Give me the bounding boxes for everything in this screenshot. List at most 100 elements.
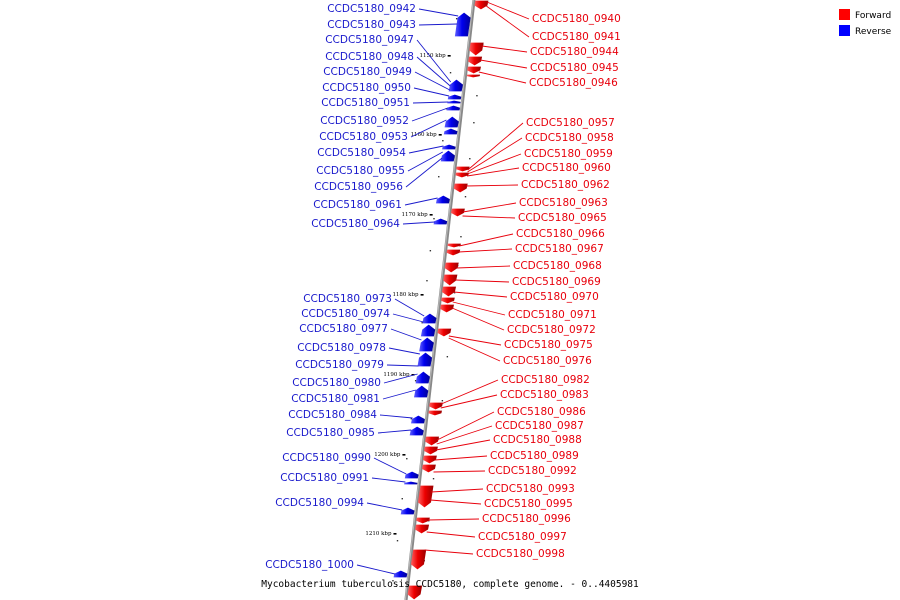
genome-backbone bbox=[404, 0, 476, 600]
reverse-gene-label: CCDC5180_0991 bbox=[280, 472, 369, 484]
sequence-dot bbox=[476, 95, 478, 97]
reverse-leader-line bbox=[373, 457, 407, 475]
forward-gene-label: CCDC5180_0963 bbox=[519, 197, 608, 209]
reverse-gene-label: CCDC5180_0942 bbox=[327, 3, 416, 15]
forward-gene-label: CCDC5180_0987 bbox=[495, 420, 584, 432]
forward-gene-label: CCDC5180_0972 bbox=[507, 324, 596, 336]
forward-gene-label: CCDC5180_0967 bbox=[515, 243, 604, 255]
reverse-leader-line bbox=[408, 145, 444, 154]
forward-leader-line bbox=[462, 215, 516, 219]
forward-leader-line bbox=[486, 5, 530, 38]
reverse-gene-arrow bbox=[404, 481, 418, 485]
forward-gene-label: CCDC5180_0982 bbox=[501, 374, 590, 386]
forward-leader-line bbox=[467, 153, 522, 175]
forward-gene-label: CCDC5180_0996 bbox=[482, 513, 571, 525]
forward-leader-line bbox=[441, 379, 499, 405]
forward-gene-arrow bbox=[453, 183, 468, 193]
reverse-gene-arrow bbox=[448, 79, 463, 92]
reverse-gene-label: CCDC5180_0949 bbox=[323, 66, 412, 78]
forward-gene-arrow bbox=[422, 455, 437, 464]
reverse-leader-line bbox=[410, 119, 447, 138]
reverse-gene-label: CCDC5180_0956 bbox=[314, 181, 403, 193]
forward-leader-line bbox=[448, 337, 501, 362]
forward-gene-arrow bbox=[466, 74, 481, 78]
forward-leader-line bbox=[455, 279, 510, 283]
reverse-gene-arrow bbox=[447, 94, 462, 100]
reverse-leader-line bbox=[418, 8, 459, 17]
legend-forward-label: Forward bbox=[855, 11, 891, 21]
sequence-dot bbox=[406, 458, 408, 460]
forward-gene-arrow bbox=[428, 410, 442, 416]
forward-gene-arrow bbox=[410, 549, 427, 570]
reverse-gene-arrow bbox=[422, 313, 437, 324]
scale-tick-label: 1190 kbp bbox=[383, 372, 410, 378]
reverse-gene-arrow bbox=[400, 507, 415, 515]
forward-gene-label: CCDC5180_0959 bbox=[524, 148, 613, 160]
forward-gene-label: CCDC5180_0993 bbox=[486, 483, 575, 495]
reverse-leader-line bbox=[404, 197, 438, 206]
scale-tick-mark bbox=[438, 134, 442, 136]
forward-gene-label: CCDC5180_0989 bbox=[490, 450, 579, 462]
forward-gene-label: CCDC5180_0983 bbox=[500, 389, 589, 401]
reverse-leader-line bbox=[392, 313, 424, 323]
forward-gene-label: CCDC5180_0958 bbox=[525, 132, 614, 144]
forward-gene-label: CCDC5180_0971 bbox=[508, 309, 597, 321]
reverse-leader-line bbox=[416, 39, 452, 83]
reverse-gene-arrow bbox=[411, 415, 425, 424]
forward-gene-label: CCDC5180_0995 bbox=[484, 498, 573, 510]
forward-gene-label: CCDC5180_0966 bbox=[516, 228, 605, 240]
forward-leader-line bbox=[428, 518, 480, 521]
forward-gene-label: CCDC5180_0957 bbox=[526, 117, 615, 129]
forward-leader-line bbox=[459, 233, 514, 247]
sequence-dot bbox=[410, 418, 413, 420]
reverse-leader-line bbox=[412, 101, 449, 104]
forward-gene-arrow bbox=[429, 402, 443, 410]
reverse-gene-label: CCDC5180_0943 bbox=[327, 19, 416, 31]
sequence-dot bbox=[442, 140, 444, 142]
forward-gene-arrow bbox=[450, 208, 465, 217]
reverse-gene-arrow bbox=[409, 426, 424, 436]
reverse-gene-label: CCDC5180_0955 bbox=[316, 165, 405, 177]
forward-leader-line bbox=[458, 248, 513, 253]
reverse-gene-label: CCDC5180_0977 bbox=[299, 323, 388, 335]
forward-gene-arrow bbox=[455, 172, 469, 178]
forward-gene-arrow bbox=[407, 585, 423, 600]
scale-tick-label: 1210 kbp bbox=[365, 531, 392, 537]
reverse-leader-line bbox=[382, 389, 416, 400]
reverse-gene-arrow bbox=[435, 195, 450, 204]
forward-gene-arrow bbox=[456, 166, 470, 172]
forward-leader-line bbox=[467, 137, 523, 173]
label-leaders bbox=[356, 1, 530, 575]
reverse-leader-line bbox=[371, 477, 406, 483]
reverse-gene-label: CCDC5180_0953 bbox=[319, 131, 408, 143]
reverse-gene-label: CCDC5180_0948 bbox=[325, 51, 414, 63]
forward-gene-arrow bbox=[443, 274, 458, 286]
forward-leader-line bbox=[480, 59, 528, 69]
sequence-dot bbox=[414, 380, 417, 382]
reverse-leader-line bbox=[386, 364, 419, 367]
sequence-dot bbox=[429, 250, 432, 252]
forward-leader-line bbox=[448, 335, 502, 346]
legend-forward-swatch bbox=[839, 9, 850, 20]
scale-tick-label: 1170 kbp bbox=[402, 212, 429, 218]
forward-gene-label: CCDC5180_0945 bbox=[530, 62, 619, 74]
forward-gene-arrow bbox=[474, 0, 489, 10]
reverse-gene-label: CCDC5180_1000 bbox=[265, 559, 354, 571]
reverse-gene-arrow bbox=[454, 12, 471, 37]
forward-leader-line bbox=[452, 301, 506, 316]
forward-gene-label: CCDC5180_0944 bbox=[530, 46, 619, 58]
reverse-leader-line bbox=[416, 56, 451, 87]
reverse-leader-line bbox=[414, 71, 451, 91]
reverse-leader-line bbox=[366, 502, 403, 511]
reverse-leader-line bbox=[356, 564, 396, 575]
reverse-leader-line bbox=[411, 107, 448, 122]
reverse-gene-label: CCDC5180_0951 bbox=[321, 97, 410, 109]
reverse-gene-arrow bbox=[404, 471, 419, 479]
forward-gene-label: CCDC5180_0992 bbox=[488, 465, 577, 477]
sequence-dot bbox=[473, 122, 475, 124]
forward-leader-line bbox=[465, 184, 519, 187]
forward-gene-arrow bbox=[425, 436, 440, 446]
sequence-dot bbox=[449, 72, 452, 74]
reverse-leader-line bbox=[407, 151, 443, 172]
